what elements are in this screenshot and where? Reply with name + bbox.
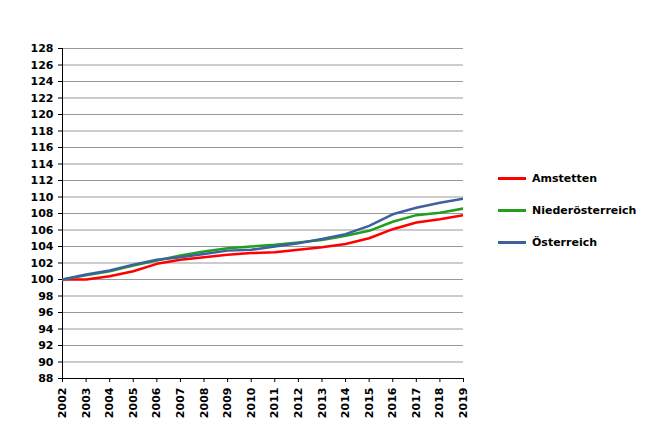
svg-text:2004: 2004	[103, 387, 116, 418]
svg-text:92: 92	[38, 339, 53, 352]
svg-text:2006: 2006	[150, 387, 163, 418]
svg-text:94: 94	[38, 323, 54, 336]
svg-text:112: 112	[31, 174, 54, 187]
svg-text:2018: 2018	[433, 388, 446, 419]
svg-text:2003: 2003	[80, 388, 93, 419]
svg-text:2002: 2002	[56, 388, 69, 419]
html-text:Österreich: Österreich	[532, 235, 598, 249]
svg-text:114: 114	[31, 158, 54, 171]
svg-text:116: 116	[31, 141, 54, 154]
svg-text:118: 118	[31, 125, 54, 138]
svg-text:2017: 2017	[410, 388, 423, 419]
svg-text:96: 96	[38, 306, 54, 319]
svg-text:2005: 2005	[127, 388, 140, 419]
svg-text:2010: 2010	[245, 387, 258, 418]
svg-text:2016: 2016	[386, 387, 399, 418]
svg-text:128: 128	[31, 42, 54, 55]
svg-text:90: 90	[38, 356, 54, 369]
svg-text:106: 106	[31, 224, 54, 237]
svg-text:2008: 2008	[198, 388, 211, 419]
svg-text:110: 110	[31, 191, 54, 204]
svg-text:98: 98	[38, 290, 53, 303]
svg-text:2013: 2013	[315, 388, 328, 419]
svg-text:2009: 2009	[221, 388, 234, 419]
svg-text:2014: 2014	[339, 387, 352, 418]
svg-text:2007: 2007	[174, 388, 187, 419]
svg-text:122: 122	[31, 92, 54, 105]
svg-text:2019: 2019	[457, 388, 470, 419]
svg-text:2011: 2011	[268, 388, 281, 419]
svg-text:108: 108	[31, 207, 54, 220]
svg-text:2015: 2015	[363, 388, 376, 419]
svg-text:104: 104	[31, 240, 54, 253]
svg-text:126: 126	[31, 59, 54, 72]
html-text:Niederösterreich: Niederösterreich	[532, 203, 637, 217]
svg-text:102: 102	[31, 257, 54, 270]
svg-text:2012: 2012	[292, 388, 305, 419]
svg-text:88: 88	[38, 372, 53, 385]
svg-text:100: 100	[31, 273, 54, 286]
html-text:Amstetten: Amstetten	[532, 171, 598, 185]
svg-text:124: 124	[31, 75, 54, 88]
svg-text:120: 120	[31, 108, 54, 121]
